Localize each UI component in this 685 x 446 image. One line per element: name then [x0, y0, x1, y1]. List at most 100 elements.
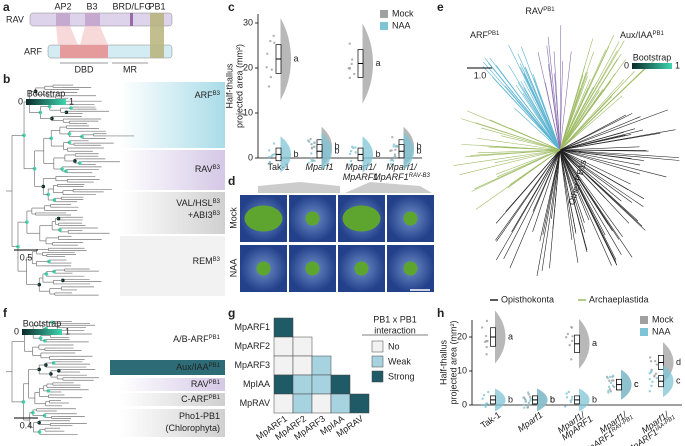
- sample-dot: [484, 340, 487, 344]
- label-text: RAV: [525, 6, 543, 16]
- sample-dot: [394, 148, 397, 152]
- domain-label: B3: [86, 1, 97, 11]
- label-text: +ABI3: [188, 210, 213, 220]
- clade-label: C-ARFPB1: [181, 394, 221, 404]
- branch: [559, 149, 613, 231]
- sample-dot: [272, 34, 275, 38]
- branch: [523, 80, 561, 151]
- significance-letter: c: [634, 379, 639, 389]
- branch: [559, 149, 633, 203]
- sample-dot: [392, 145, 395, 148]
- row-label: MpARF2: [234, 341, 270, 351]
- panel-label: c: [228, 0, 235, 14]
- branch: [453, 149, 561, 166]
- sample-dot: [310, 147, 314, 150]
- sample-dot: [655, 363, 659, 366]
- region-label: DBD: [74, 64, 94, 74]
- significance-letter: b: [294, 149, 299, 159]
- label-sup: B3: [213, 211, 221, 217]
- label-text: Pho1-PB1: [179, 411, 220, 421]
- label-sup: PB1: [653, 31, 665, 37]
- branch: [536, 149, 561, 277]
- sample-dot: [566, 332, 570, 336]
- clade-label: REMB3: [193, 256, 221, 266]
- thallus: [354, 261, 369, 276]
- sample-dot: [607, 389, 610, 393]
- sample-dot: [310, 159, 313, 163]
- branch: [500, 135, 561, 151]
- branch: [559, 149, 667, 178]
- sample-dot: [564, 336, 568, 339]
- homology: [80, 26, 108, 45]
- legend-label: Mock: [392, 8, 414, 18]
- violin: [280, 136, 291, 173]
- sample-dot: [348, 76, 352, 80]
- sample-dot: [527, 403, 530, 407]
- row-label: MpARF1: [234, 322, 270, 332]
- branch: [477, 137, 561, 151]
- significance-letter: b: [335, 146, 340, 156]
- significance-letter: b: [376, 149, 381, 159]
- colorbar: [632, 63, 672, 69]
- sample-dot: [389, 162, 392, 166]
- branch: [521, 46, 561, 151]
- sample-dot: [312, 145, 316, 148]
- branch: [559, 149, 644, 161]
- label-text: C-ARF: [181, 394, 209, 404]
- significance-letter: b: [550, 394, 555, 404]
- branch: [494, 149, 561, 164]
- row-label: NAA: [228, 259, 238, 278]
- panel-label: d: [228, 174, 235, 188]
- sample-dot: [606, 376, 610, 380]
- branch: [551, 149, 561, 219]
- sample-dot: [609, 390, 613, 393]
- y-tick-label: 20: [457, 331, 467, 341]
- branch: [559, 149, 590, 221]
- sample-dot: [655, 376, 659, 380]
- branch: [559, 25, 562, 151]
- colorbar-title: Bootstrap: [23, 318, 62, 328]
- clade-label: ARFPB1: [470, 30, 500, 40]
- legend-label: Strong: [388, 371, 415, 381]
- interaction-cell: [349, 393, 370, 414]
- branch: [559, 109, 668, 151]
- interaction-cell: [292, 374, 313, 395]
- branch: [496, 149, 561, 261]
- legend-label: NAA: [392, 20, 411, 30]
- branch: [559, 149, 680, 161]
- sample-dot: [485, 353, 488, 356]
- sample-dot: [610, 379, 614, 382]
- legend-swatch: [380, 22, 388, 30]
- y-axis-label: Half-thallus: [438, 339, 448, 385]
- thallus: [403, 211, 418, 226]
- branch: [523, 73, 561, 151]
- branch: [559, 149, 680, 158]
- sample-dot: [389, 149, 392, 153]
- label-text: Tak-1: [479, 410, 503, 431]
- sample-dot: [607, 391, 610, 394]
- label-text: ARF: [195, 90, 214, 100]
- region-label: MR: [123, 64, 137, 74]
- branch: [503, 149, 561, 259]
- row-label: Mock: [228, 207, 238, 229]
- label-sup: PB1: [209, 363, 221, 369]
- sample-dot: [523, 406, 526, 409]
- branch: [559, 79, 625, 151]
- sample-dot: [612, 374, 615, 377]
- violin: [579, 318, 590, 369]
- interaction-cell: [311, 355, 332, 376]
- legend-label: NAA: [652, 326, 671, 336]
- sample-dot: [571, 335, 574, 338]
- violin: [537, 388, 548, 412]
- label-text: Mparf1/: [345, 162, 377, 172]
- clade-box: [120, 409, 225, 437]
- interaction-cell: [273, 317, 294, 338]
- clade-label: (Chlorophyta): [165, 423, 220, 433]
- protein-name: ARF: [24, 46, 43, 56]
- sample-dot: [272, 142, 276, 145]
- sample-dot: [354, 146, 357, 149]
- branch: [495, 64, 561, 151]
- clade-box: [120, 393, 225, 406]
- clade-label: VAL/HSLB3: [176, 198, 220, 208]
- sample-dot: [650, 369, 653, 373]
